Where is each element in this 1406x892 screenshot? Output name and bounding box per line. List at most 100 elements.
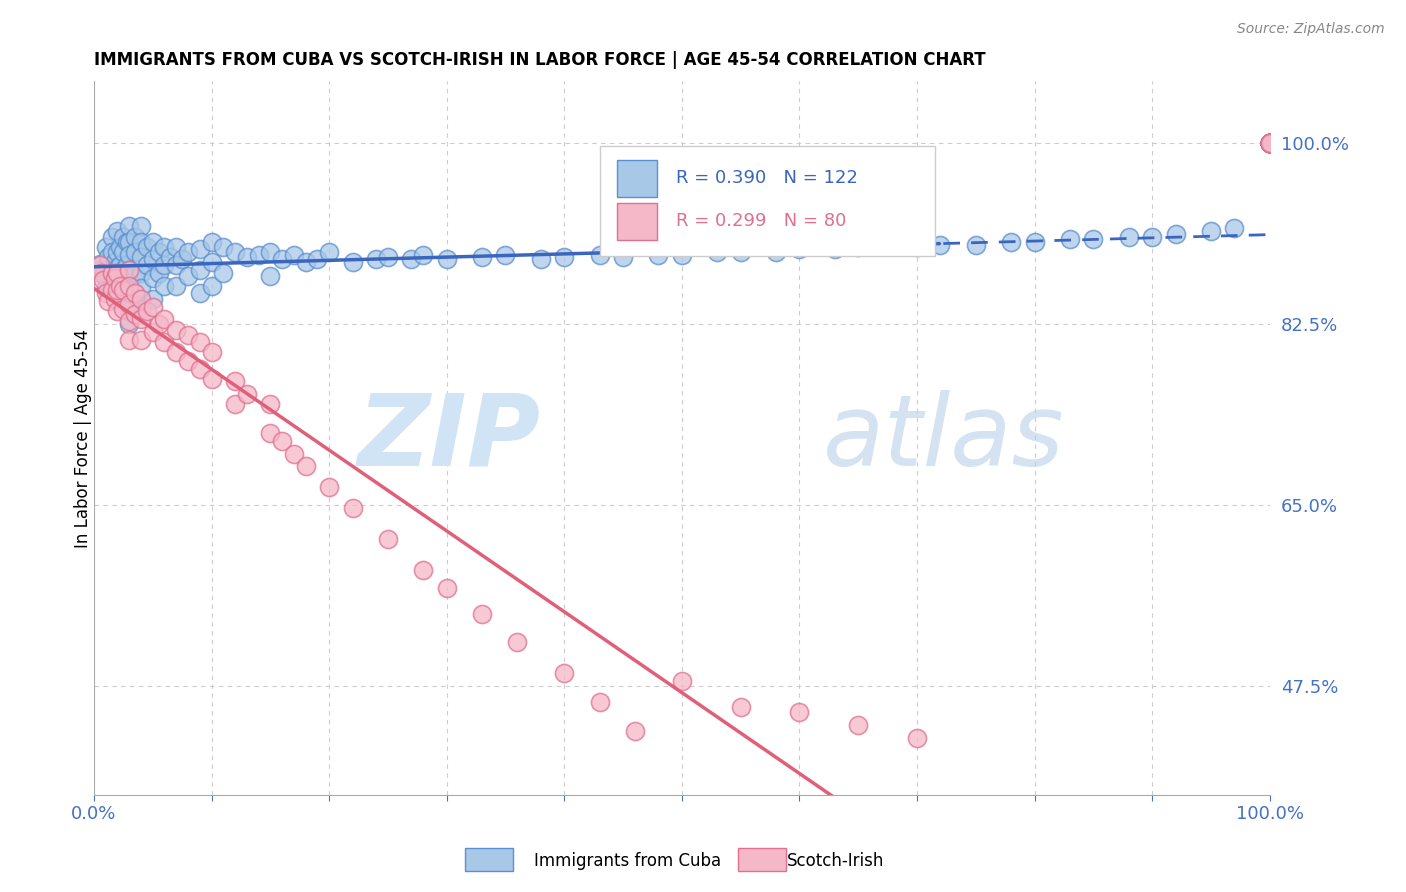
Text: Scotch-Irish: Scotch-Irish <box>787 852 884 870</box>
Point <box>124 286 146 301</box>
Point <box>142 271 165 285</box>
Point <box>129 219 152 234</box>
Point <box>342 500 364 515</box>
Point <box>1000 235 1022 249</box>
Point <box>671 674 693 689</box>
Point <box>671 248 693 262</box>
Y-axis label: In Labor Force | Age 45-54: In Labor Force | Age 45-54 <box>75 329 91 548</box>
Point <box>89 259 111 273</box>
Point <box>124 286 146 301</box>
Point <box>100 266 122 280</box>
Point <box>623 723 645 738</box>
Point <box>177 327 200 342</box>
Point <box>706 245 728 260</box>
Point <box>135 240 157 254</box>
Point <box>224 397 246 411</box>
Point <box>212 240 235 254</box>
Text: ZIP: ZIP <box>357 390 541 487</box>
Point <box>588 695 610 709</box>
Point <box>259 397 281 411</box>
Point <box>1258 136 1281 151</box>
Point <box>118 297 141 311</box>
Point <box>846 717 869 731</box>
FancyBboxPatch shape <box>599 145 935 256</box>
Point <box>153 312 176 326</box>
Point <box>135 304 157 318</box>
Point <box>1258 136 1281 151</box>
Point <box>1258 136 1281 151</box>
Point <box>118 235 141 249</box>
Point <box>115 259 138 273</box>
Point <box>118 333 141 347</box>
Point <box>1258 136 1281 151</box>
Point <box>494 248 516 262</box>
Point <box>1258 136 1281 151</box>
FancyBboxPatch shape <box>617 202 657 240</box>
Point <box>108 240 131 254</box>
Point <box>165 279 187 293</box>
Point <box>247 248 270 262</box>
Point <box>271 252 294 267</box>
Point <box>153 279 176 293</box>
Point <box>165 323 187 337</box>
Point <box>1140 229 1163 244</box>
Point <box>294 255 316 269</box>
Point <box>412 563 434 577</box>
Point <box>107 286 129 301</box>
Point <box>107 266 129 280</box>
Point <box>200 279 222 293</box>
Point <box>1258 136 1281 151</box>
Point <box>1258 136 1281 151</box>
Point <box>1258 136 1281 151</box>
Point <box>1258 136 1281 151</box>
Point <box>307 252 329 267</box>
Point <box>1258 136 1281 151</box>
Point <box>129 312 152 326</box>
Point <box>142 292 165 306</box>
Point <box>1024 235 1046 249</box>
Point <box>436 252 458 267</box>
Point <box>115 235 138 249</box>
Point <box>108 259 131 273</box>
Point <box>471 607 494 621</box>
Point <box>1258 136 1281 151</box>
Point <box>135 259 157 273</box>
Point <box>1258 136 1281 151</box>
Text: R = 0.390   N = 122: R = 0.390 N = 122 <box>676 169 858 187</box>
Point <box>118 292 141 306</box>
Point <box>112 262 135 277</box>
Point <box>118 219 141 234</box>
Point <box>1258 136 1281 151</box>
Point <box>283 248 305 262</box>
Point <box>905 731 928 746</box>
Point <box>1258 136 1281 151</box>
Point <box>90 266 112 280</box>
Point <box>1083 231 1105 245</box>
Point <box>100 281 122 295</box>
Point <box>1164 227 1187 242</box>
Point <box>153 259 176 273</box>
Point <box>612 250 634 264</box>
Point <box>89 262 111 277</box>
Point <box>824 242 846 256</box>
Point <box>224 245 246 260</box>
Point <box>342 255 364 269</box>
Point <box>118 262 141 277</box>
Point <box>107 245 129 260</box>
Point <box>148 266 170 280</box>
Point <box>224 374 246 388</box>
Point <box>1258 136 1281 151</box>
Point <box>765 245 787 260</box>
Point <box>177 245 200 260</box>
Point <box>107 271 129 285</box>
Point <box>129 281 152 295</box>
Point <box>97 293 120 308</box>
Point <box>1258 136 1281 151</box>
Point <box>94 240 117 254</box>
Point <box>112 283 135 297</box>
Point <box>118 262 141 277</box>
Point <box>177 268 200 283</box>
Point <box>965 237 987 252</box>
Point <box>1258 136 1281 151</box>
Point <box>259 245 281 260</box>
